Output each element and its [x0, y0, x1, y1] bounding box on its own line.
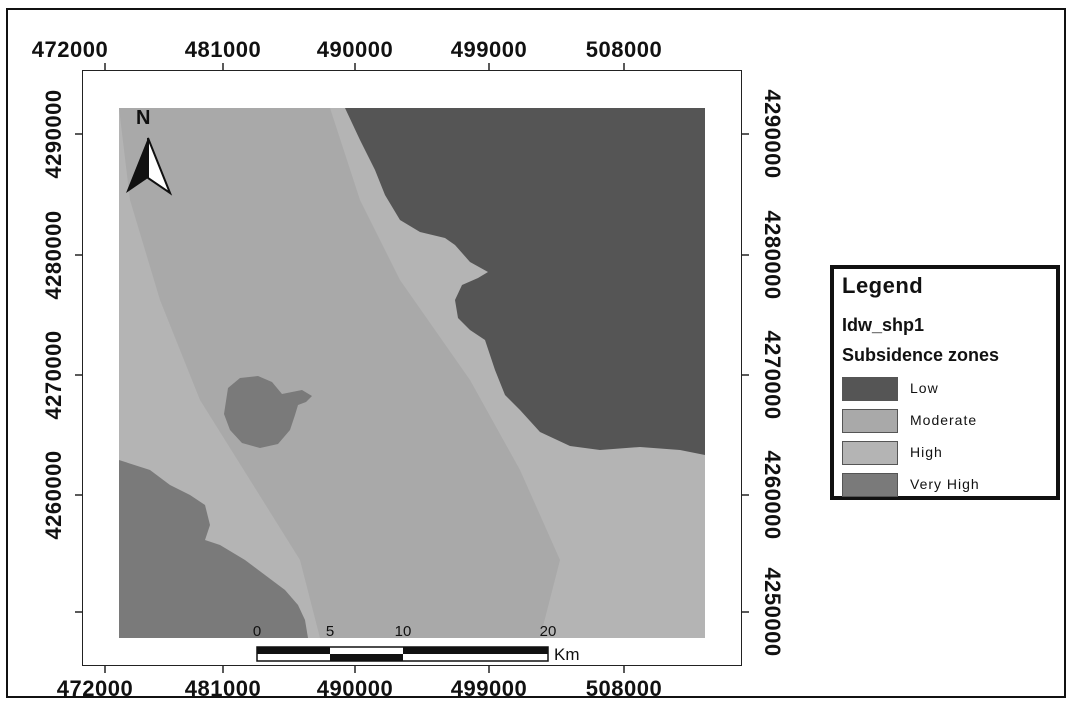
legend-label: High [910, 444, 943, 460]
right-y-tick: 4260000 [760, 450, 785, 540]
legend-item-high: High [842, 441, 1057, 467]
legend-layer-name: Idw_shp1 [842, 315, 925, 335]
legend-item-very-high: Very High [842, 473, 1057, 499]
legend-field-name: Subsidence zones [842, 345, 1000, 365]
scale-label: 10 [394, 623, 412, 640]
zone-very-high [119, 460, 308, 638]
north-arrow-label: N [136, 107, 151, 129]
right-y-tick: 4280000 [760, 210, 785, 300]
left-y-tick: 4290000 [41, 89, 66, 179]
zone-very-high-patch [224, 376, 312, 448]
legend-swatch [842, 441, 898, 465]
right-y-tick: 4290000 [760, 89, 785, 179]
legend-swatch [842, 473, 898, 497]
bottom-x-tick: 472000 [56, 676, 134, 701]
legend-label: Very High [910, 476, 980, 492]
legend-title: Legend [842, 273, 924, 298]
graticule-ticks [75, 63, 749, 673]
left-y-tick: 4270000 [41, 330, 66, 420]
bottom-x-tick: 481000 [184, 676, 262, 701]
scale-label: 5 [325, 623, 335, 640]
right-y-tick: 4250000 [760, 567, 785, 657]
zone-low [345, 108, 705, 455]
scale-bar [256, 646, 549, 662]
left-y-tick: 4280000 [41, 210, 66, 300]
legend-swatch [842, 409, 898, 433]
top-x-tick: 472000 [31, 37, 109, 62]
north-arrow-icon [126, 137, 173, 196]
legend-box: Legend Idw_shp1 Subsidence zones Low Mod… [830, 265, 1060, 500]
top-x-tick: 490000 [316, 37, 394, 62]
scale-label: 20 [539, 623, 557, 640]
top-x-tick: 508000 [585, 37, 663, 62]
map-layout-frame [6, 8, 1066, 698]
legend-label: Low [910, 380, 939, 396]
bottom-x-tick: 508000 [585, 676, 663, 701]
left-y-tick: 4260000 [41, 450, 66, 540]
zone-moderate [119, 108, 560, 638]
legend-label: Moderate [910, 412, 978, 428]
top-x-tick: 481000 [184, 37, 262, 62]
top-x-tick: 499000 [450, 37, 528, 62]
legend-swatch [842, 377, 898, 401]
scale-unit: Km [554, 645, 580, 664]
bottom-x-tick: 490000 [316, 676, 394, 701]
legend-item-moderate: Moderate [842, 409, 1057, 435]
scale-label: 0 [252, 623, 262, 640]
legend-item-low: Low [842, 377, 1057, 403]
right-y-tick: 4270000 [760, 330, 785, 420]
bottom-x-tick: 499000 [450, 676, 528, 701]
